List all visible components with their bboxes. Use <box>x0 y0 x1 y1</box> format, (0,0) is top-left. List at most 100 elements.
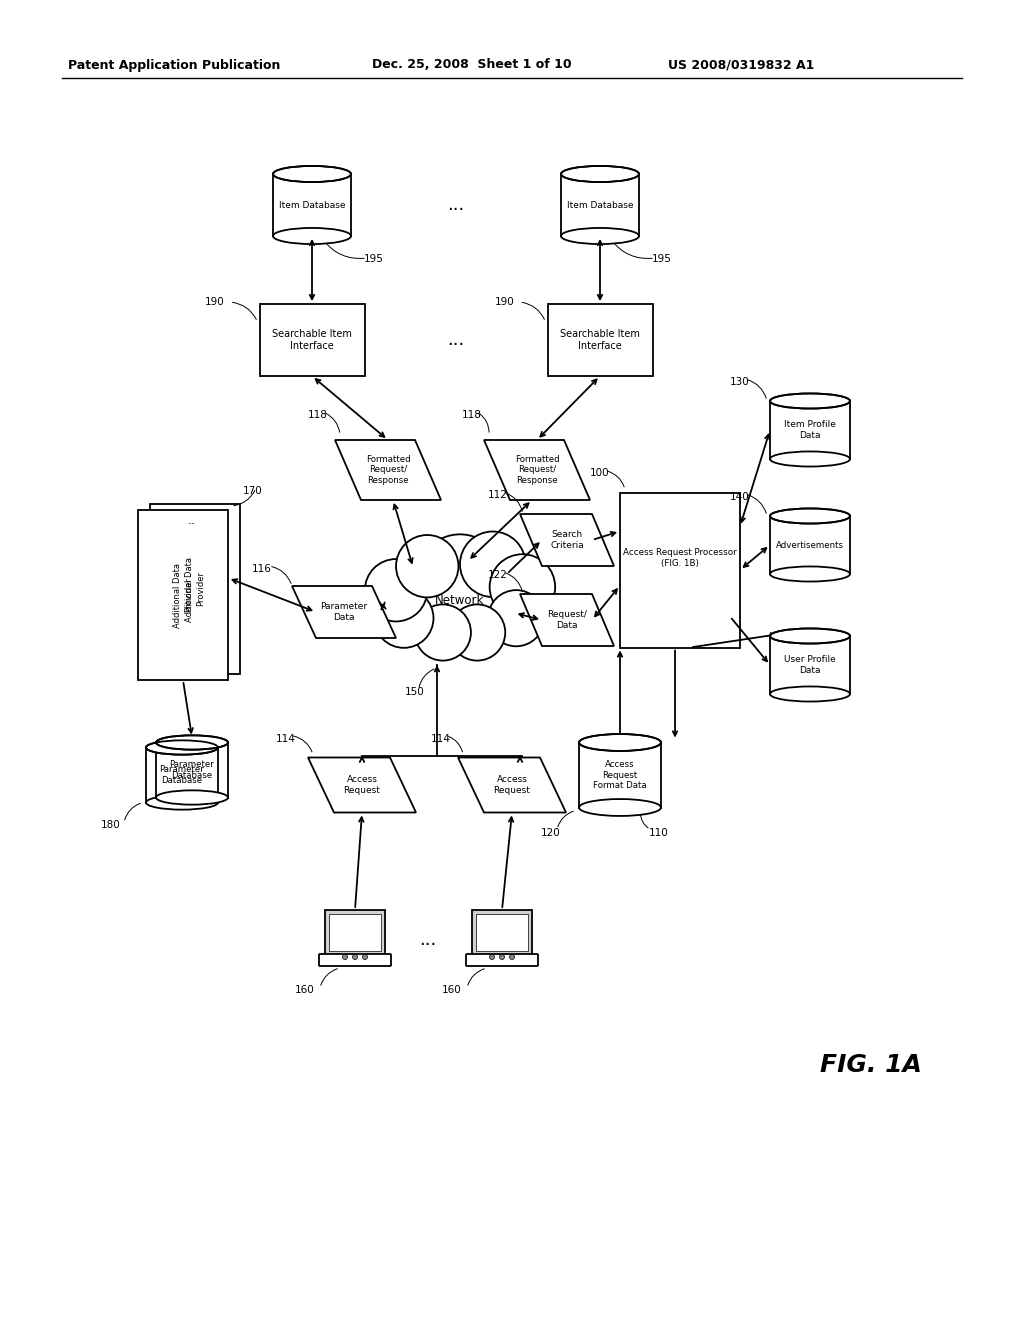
Bar <box>325 909 385 954</box>
Text: 195: 195 <box>652 253 672 264</box>
Text: 118: 118 <box>308 411 328 420</box>
Text: 114: 114 <box>276 734 296 743</box>
Text: ...: ... <box>447 331 465 348</box>
Ellipse shape <box>770 451 850 466</box>
Bar <box>156 742 228 797</box>
Bar <box>259 304 365 376</box>
Circle shape <box>500 954 505 960</box>
Bar <box>138 510 228 680</box>
Text: FIG. 1A: FIG. 1A <box>820 1053 922 1077</box>
Circle shape <box>342 954 347 960</box>
Ellipse shape <box>146 741 218 755</box>
Circle shape <box>450 605 505 660</box>
Text: User Profile
Data: User Profile Data <box>784 655 836 675</box>
Circle shape <box>489 954 495 960</box>
Text: Item Profile
Data: Item Profile Data <box>784 420 836 440</box>
Text: ...: ... <box>447 195 465 214</box>
Bar <box>150 504 240 675</box>
Bar <box>561 174 639 236</box>
Text: Item Database: Item Database <box>566 201 633 210</box>
Text: 130: 130 <box>730 378 750 387</box>
Bar <box>273 174 351 236</box>
Text: Parameter
Data: Parameter Data <box>321 602 368 622</box>
Circle shape <box>415 605 471 660</box>
Ellipse shape <box>770 628 850 644</box>
Circle shape <box>362 954 368 960</box>
Polygon shape <box>520 594 614 645</box>
Text: 114: 114 <box>431 734 451 743</box>
Text: 140: 140 <box>730 492 750 502</box>
Text: Access
Request: Access Request <box>344 775 381 795</box>
Text: 110: 110 <box>648 828 669 837</box>
Ellipse shape <box>561 228 639 244</box>
Text: Parameter
Database: Parameter Database <box>160 766 205 784</box>
Polygon shape <box>292 586 396 638</box>
Bar <box>146 747 218 803</box>
Circle shape <box>460 532 525 597</box>
Text: Additional Data
Provider: Additional Data Provider <box>185 557 205 622</box>
Text: 160: 160 <box>442 985 462 995</box>
FancyBboxPatch shape <box>466 954 538 966</box>
Circle shape <box>488 590 544 647</box>
Polygon shape <box>308 758 416 813</box>
Circle shape <box>417 535 503 620</box>
Text: 116: 116 <box>252 564 272 574</box>
Text: 150: 150 <box>404 686 425 697</box>
Text: 122: 122 <box>488 570 508 579</box>
Polygon shape <box>520 513 614 566</box>
Text: 190: 190 <box>205 297 224 308</box>
Text: 100: 100 <box>590 469 610 479</box>
Text: Item Database: Item Database <box>279 201 345 210</box>
Circle shape <box>352 954 357 960</box>
Ellipse shape <box>770 508 850 524</box>
Bar <box>620 492 740 648</box>
Text: Patent Application Publication: Patent Application Publication <box>68 58 281 71</box>
Text: Additional Data
Provider: Additional Data Provider <box>173 562 193 627</box>
Bar <box>770 636 850 694</box>
Ellipse shape <box>146 796 218 809</box>
Text: Search
Criteria: Search Criteria <box>550 531 584 549</box>
Ellipse shape <box>156 791 228 805</box>
Polygon shape <box>458 758 566 813</box>
Circle shape <box>365 560 427 622</box>
Ellipse shape <box>273 228 351 244</box>
Circle shape <box>510 954 514 960</box>
Bar <box>329 913 381 950</box>
Polygon shape <box>335 440 441 500</box>
Bar <box>579 742 662 808</box>
Text: Dec. 25, 2008  Sheet 1 of 10: Dec. 25, 2008 Sheet 1 of 10 <box>372 58 571 71</box>
Polygon shape <box>484 440 590 500</box>
Text: Request/
Data: Request/ Data <box>547 610 587 630</box>
Text: Formatted
Request/
Response: Formatted Request/ Response <box>515 455 559 484</box>
Bar <box>472 909 532 954</box>
Circle shape <box>396 535 459 598</box>
Text: ...: ... <box>420 931 436 949</box>
Text: ..: .. <box>188 513 196 527</box>
Bar <box>476 913 528 950</box>
Text: 190: 190 <box>495 297 514 308</box>
Text: Searchable Item
Interface: Searchable Item Interface <box>560 329 640 351</box>
Ellipse shape <box>561 166 639 182</box>
Ellipse shape <box>579 734 662 751</box>
Text: Access Request Processor
(FIG. 1B): Access Request Processor (FIG. 1B) <box>624 548 737 568</box>
Text: Network: Network <box>435 594 484 606</box>
Text: Advertisements: Advertisements <box>776 540 844 549</box>
Ellipse shape <box>770 686 850 701</box>
Ellipse shape <box>156 735 228 750</box>
Text: Access
Request: Access Request <box>494 775 530 795</box>
Bar <box>548 304 652 376</box>
FancyBboxPatch shape <box>319 954 391 966</box>
Ellipse shape <box>770 566 850 582</box>
Text: Access
Request
Format Data: Access Request Format Data <box>593 760 647 789</box>
Text: 160: 160 <box>295 985 314 995</box>
Ellipse shape <box>770 393 850 409</box>
Bar <box>770 401 850 459</box>
Text: Searchable Item
Interface: Searchable Item Interface <box>272 329 352 351</box>
Ellipse shape <box>273 166 351 182</box>
Text: Parameter
Database: Parameter Database <box>170 760 214 780</box>
Text: 180: 180 <box>101 821 121 830</box>
Ellipse shape <box>579 799 662 816</box>
Text: Formatted
Request/
Response: Formatted Request/ Response <box>366 455 411 484</box>
Text: 195: 195 <box>364 253 384 264</box>
Bar <box>770 516 850 574</box>
